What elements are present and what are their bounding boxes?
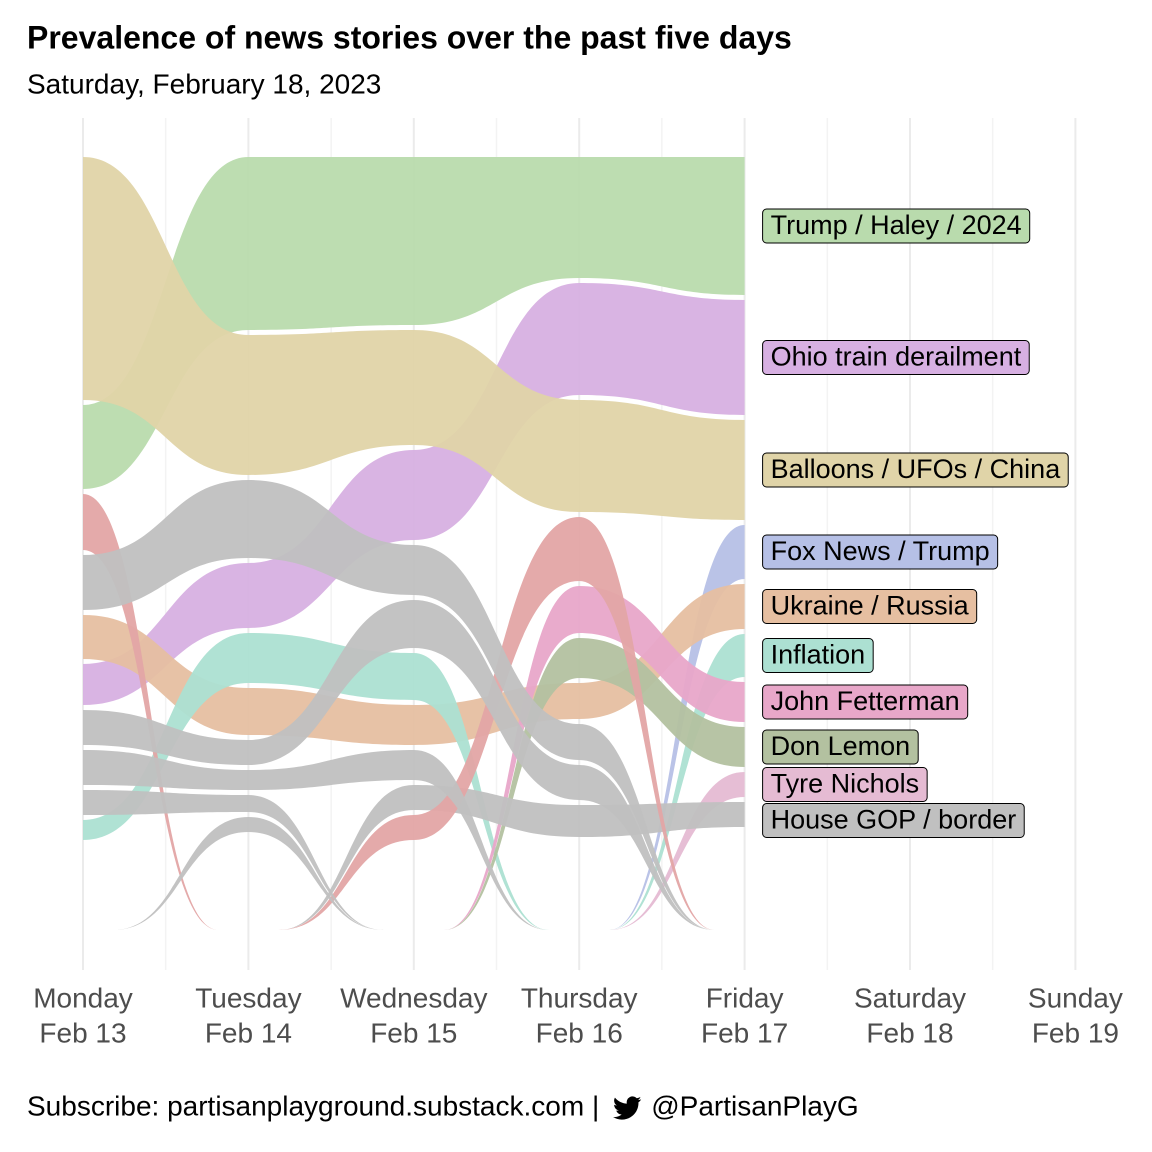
series-label: Don Lemon <box>771 731 911 761</box>
legend-entry: John Fetterman <box>762 684 969 720</box>
series-label: Balloons / UFOs / China <box>771 454 1062 484</box>
legend-entry: Balloons / UFOs / China <box>762 452 1069 488</box>
label-box <box>762 208 1031 244</box>
stream-band <box>83 790 384 930</box>
stream-band <box>83 480 715 930</box>
x-tick-label: Feb 17 <box>701 1017 788 1048</box>
x-tick-label: Thursday <box>521 982 638 1013</box>
stream-band <box>609 772 745 930</box>
legend-entry: House GOP / border <box>762 803 1025 838</box>
legend-entry: Tyre Nichols <box>762 767 928 802</box>
legend-entry: Fox News / Trump <box>762 534 999 570</box>
footer: Subscribe: partisanplayground.substack.c… <box>27 1090 599 1121</box>
series-label: Trump / Haley / 2024 <box>771 210 1022 240</box>
legend-entry: Don Lemon <box>762 729 919 765</box>
label-box <box>762 767 928 802</box>
label-box <box>762 452 1069 488</box>
stream-band <box>83 750 550 930</box>
stream-band <box>83 633 745 930</box>
x-tick-label: Sunday <box>1028 982 1123 1013</box>
series-label: House GOP / border <box>771 805 1017 835</box>
x-tick-label: Monday <box>33 982 133 1013</box>
stream-band <box>83 157 745 489</box>
chart-subtitle: Saturday, February 18, 2023 <box>27 68 381 99</box>
label-box <box>762 638 874 673</box>
stream-band <box>443 638 745 930</box>
twitter-icon <box>613 1096 642 1120</box>
footer-handle: @PartisanPlayG <box>651 1090 858 1121</box>
stream-band <box>443 586 745 930</box>
legend-entry: Ukraine / Russia <box>762 589 978 624</box>
x-tick-label: Feb 16 <box>536 1017 623 1048</box>
legend-entry: Inflation <box>762 638 874 673</box>
series-label: Inflation <box>771 640 866 670</box>
label-box <box>762 340 1030 375</box>
stream-band <box>83 584 745 745</box>
series-label: Ohio train derailment <box>771 342 1022 372</box>
x-tick-label: Feb 19 <box>1032 1017 1119 1048</box>
label-box <box>762 589 978 624</box>
stream-band <box>83 157 745 520</box>
label-box <box>762 684 969 720</box>
x-tick-label: Feb 15 <box>370 1017 457 1048</box>
series-label: Tyre Nichols <box>771 769 920 799</box>
x-tick-label: Tuesday <box>195 982 301 1013</box>
x-tick-label: Feb 18 <box>866 1017 953 1048</box>
legend-entry: Trump / Haley / 2024 <box>762 208 1031 244</box>
label-box <box>762 534 999 570</box>
label-box <box>762 729 919 765</box>
x-tick-label: Feb 13 <box>39 1017 126 1048</box>
series-label: Ukraine / Russia <box>771 591 970 621</box>
label-box <box>762 803 1025 838</box>
series-label: John Fetterman <box>771 686 960 716</box>
chart-title: Prevalence of news stories over the past… <box>27 19 792 55</box>
x-tick-label: Friday <box>706 982 784 1013</box>
x-tick-label: Saturday <box>854 982 966 1013</box>
legend-entry: Ohio train derailment <box>762 340 1030 375</box>
x-tick-label: Wednesday <box>340 982 487 1013</box>
series-label: Fox News / Trump <box>771 536 990 566</box>
x-tick-label: Feb 14 <box>205 1017 292 1048</box>
stream-band <box>83 283 745 705</box>
